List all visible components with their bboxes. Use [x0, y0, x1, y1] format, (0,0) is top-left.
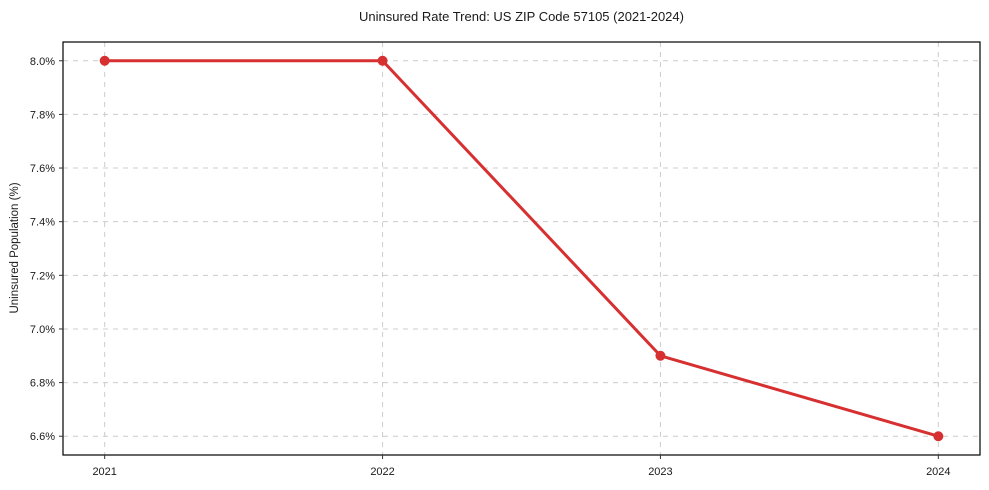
y-axis: 6.6% 6.8% 7.0% 7.2% 7.4% 7.6% 7.8% 8.0%: [30, 56, 63, 443]
x-tick-label: 2023: [648, 466, 672, 478]
x-tick-label: 2021: [92, 466, 116, 478]
y-tick-label: 7.8%: [30, 109, 55, 121]
x-tick-label: 2024: [926, 466, 950, 478]
data-point-2024: [933, 431, 944, 442]
chart-title: Uninsured Rate Trend: US ZIP Code 57105 …: [359, 9, 684, 24]
y-tick-label: 7.0%: [30, 324, 55, 336]
trend-line: [103, 59, 940, 438]
data-point-2023: [655, 350, 666, 361]
y-tick-label: 6.8%: [30, 378, 55, 390]
y-tick-label: 8.0%: [30, 56, 55, 68]
x-axis: 2021 2022 2023 2024: [92, 455, 951, 478]
x-tick-label: 2022: [370, 466, 394, 478]
data-point-2022: [377, 55, 388, 66]
y-tick-label: 7.2%: [30, 270, 55, 282]
plot-border: [62, 41, 981, 456]
grid: [63, 42, 980, 455]
y-tick-label: 7.4%: [30, 217, 55, 229]
y-tick-label: 6.6%: [30, 431, 55, 443]
data-point-2021: [99, 55, 110, 66]
y-tick-label: 7.6%: [30, 163, 55, 175]
